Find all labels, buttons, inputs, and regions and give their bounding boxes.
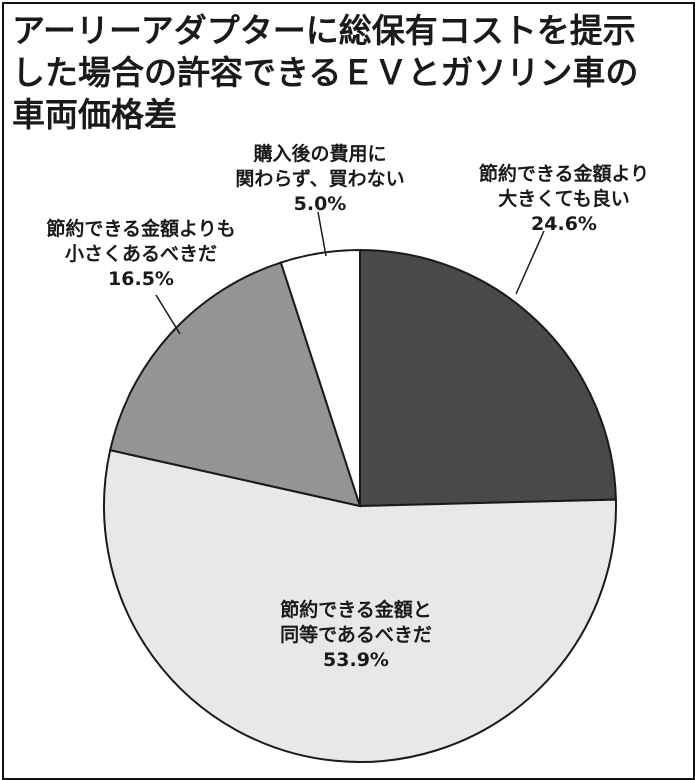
title-line-3: 車両価格差 (12, 95, 177, 134)
slice-label-3-line-2: 小さくあるべきだ (65, 243, 217, 265)
slice-label-4-line-2: 関わらず、買わない (235, 168, 404, 190)
leader-line-1 (515, 230, 545, 295)
slice-value-label-2: 53.9% (323, 649, 389, 671)
title-line-2: した場合の許容できるＥＶとガソリン車の (12, 53, 638, 92)
leader-line-4 (317, 211, 327, 257)
pie-slice-1 (359, 248, 617, 508)
slice-label-2-line-2: 同等であるべきだ (280, 623, 432, 646)
pie-slice-4 (279, 248, 361, 507)
slice-label-2-line-1: 節約できる金額と (280, 598, 432, 621)
slice-label-1-line-2: 大きくても良い (498, 187, 629, 210)
slice-label-1-line-1: 節約できる金額より (479, 162, 649, 185)
leader-lines (155, 211, 545, 335)
leader-line-3 (155, 294, 181, 335)
slice-value-label-4: 5.0% (294, 193, 347, 215)
pie-slice-2 (103, 448, 617, 764)
pie-slice-3 (108, 261, 362, 508)
slice-value-label-1: 24.6% (531, 213, 597, 235)
title-line-1: アーリーアダプターに総保有コストを提示 (12, 11, 636, 50)
pie-slices (103, 248, 617, 764)
pie-chart: アーリーアダプターに総保有コストを提示 した場合の許容できるＥＶとガソリン車の … (12, 11, 649, 764)
chart-title: アーリーアダプターに総保有コストを提示 した場合の許容できるＥＶとガソリン車の … (12, 11, 638, 134)
slice-label-3-line-1: 節約できる金額よりも (46, 217, 235, 240)
slice-value-label-3: 16.5% (108, 268, 174, 290)
slice-label-4-line-1: 購入後の費用に (253, 142, 386, 165)
